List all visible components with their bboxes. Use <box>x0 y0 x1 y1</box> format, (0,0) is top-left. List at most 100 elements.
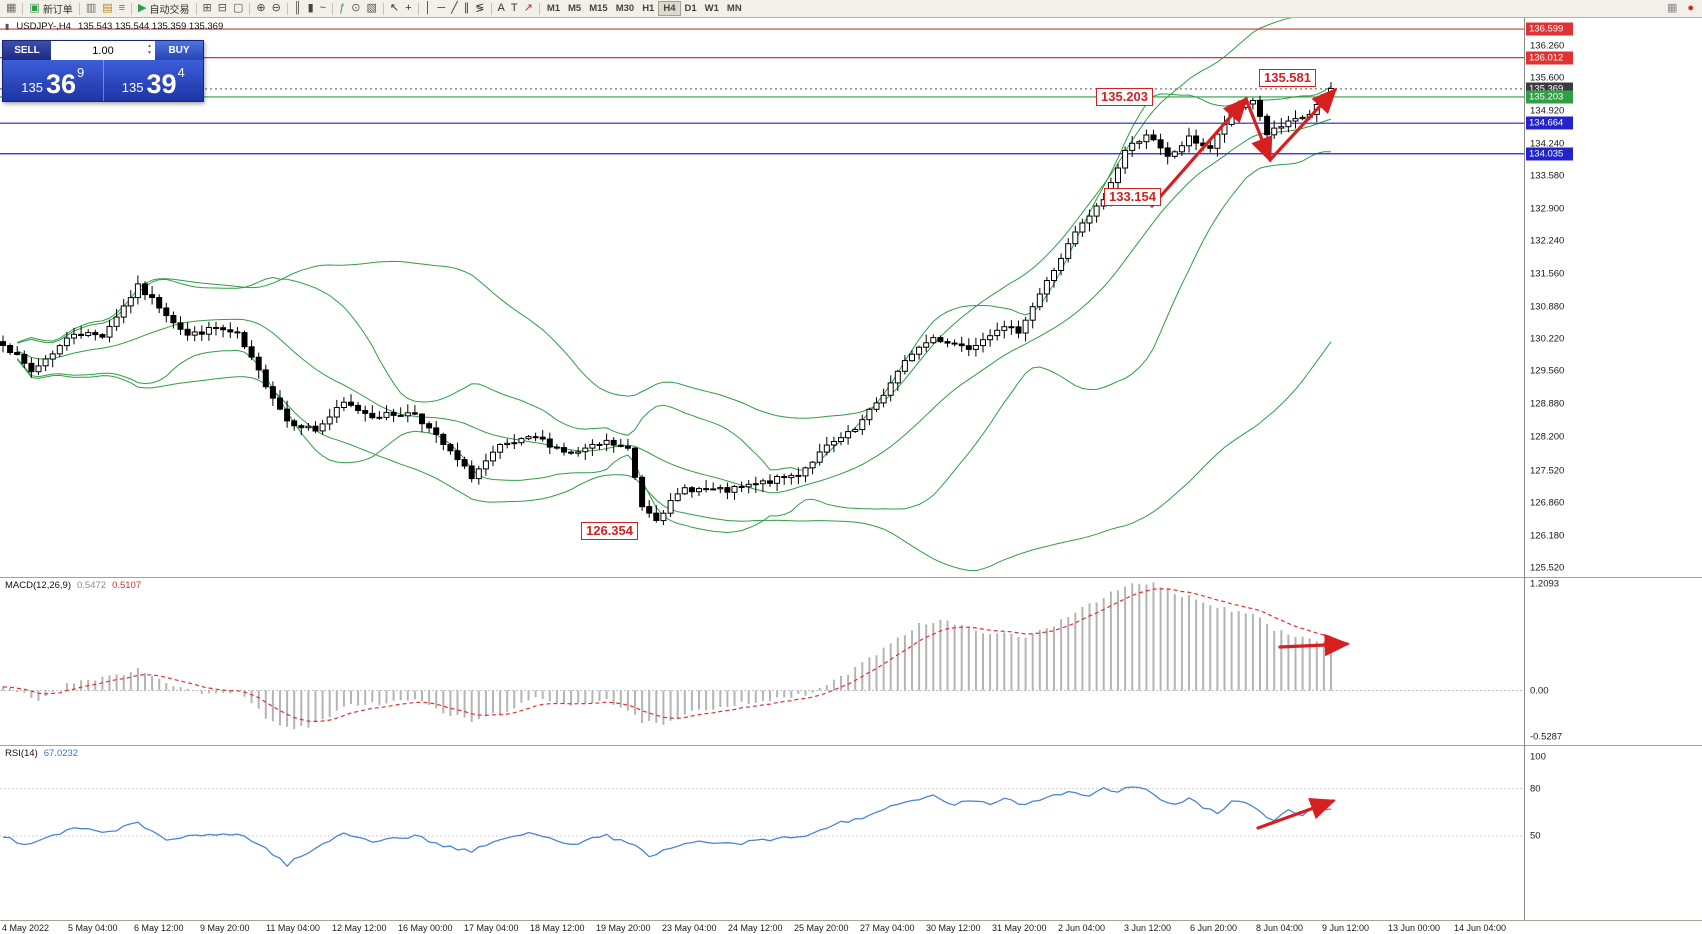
chart-annotation-133.154[interactable]: 133.154 <box>1104 188 1161 206</box>
equidistant-channel-icon: ∥ <box>463 2 470 14</box>
zoom-out-icon: ⊖ <box>271 2 281 14</box>
candlestick-chart-icon[interactable]: ▮ <box>305 1 317 17</box>
toolbar-separator <box>332 2 334 15</box>
macd-signal-value: 0.5107 <box>112 580 142 591</box>
vertical-line-icon[interactable]: │ <box>422 1 435 17</box>
toolbar-separator <box>490 2 492 15</box>
chart-annotation-126.354[interactable]: 126.354 <box>581 522 638 540</box>
objects-list-icon[interactable]: ⊙ <box>348 1 363 17</box>
indicators-icon[interactable]: ƒ <box>336 1 348 17</box>
arrows-tool-icon[interactable]: ↗ <box>521 1 536 17</box>
timeframe-h4-button[interactable]: H4 <box>658 1 681 16</box>
toolbar-separator <box>382 2 384 15</box>
symbol-timeframe-label: USDJPY-,H4 <box>16 21 71 32</box>
trendline-icon: ╱ <box>451 2 458 14</box>
timeframe-h1-button[interactable]: H1 <box>642 3 655 14</box>
line-chart-icon[interactable]: ~ <box>317 1 329 17</box>
record-icon: ● <box>1687 2 1694 14</box>
chart-annotation-135.203[interactable]: 135.203 <box>1096 88 1153 106</box>
volume-up-icon[interactable]: ▲ <box>147 43 152 49</box>
charts-toggle-icon: ▥ <box>85 2 97 14</box>
buy-button[interactable]: BUY <box>155 41 203 60</box>
vertical-line-icon: │ <box>424 2 432 14</box>
macd-name: MACD(12,26,9) <box>5 580 71 591</box>
horizontal-line-icon[interactable]: ─ <box>434 1 448 17</box>
cursor-icon: ↖ <box>389 2 400 14</box>
sell-button[interactable]: SELL <box>3 41 51 60</box>
toolbar-separator <box>78 2 80 15</box>
ask-big-digits: 39 <box>146 69 177 99</box>
charts-toggle-icon[interactable]: ▥ <box>83 1 99 17</box>
one-click-prices: 135 36 9 135 39 4 <box>3 60 203 101</box>
toolbar-separator <box>538 2 540 15</box>
text-label-icon[interactable]: T <box>508 1 521 17</box>
volume-field[interactable]: 1.00 ▲ ▼ <box>51 41 155 60</box>
rsi-indicator-label: RSI(14) 67.0232 <box>5 748 78 759</box>
chart-symbol-icon: ▮ <box>5 22 10 31</box>
fibonacci-icon[interactable]: ≶ <box>472 1 487 17</box>
autotrade-button[interactable]: ▶ 自动交易 <box>135 1 192 17</box>
bid-big-digits: 36 <box>45 69 76 99</box>
objects-list-icon: ⊙ <box>351 2 361 14</box>
bar-chart-icon[interactable]: ║ <box>291 1 305 17</box>
crosshair-icon[interactable]: + <box>402 1 414 17</box>
cursor-icon[interactable]: ↖ <box>387 1 402 17</box>
ask-prefix: 135 <box>121 80 144 95</box>
candlestick-chart-icon: ▮ <box>307 2 314 14</box>
text-icon[interactable]: A <box>495 1 508 17</box>
timeframe-mn-button[interactable]: MN <box>726 3 742 14</box>
terminal-icon[interactable]: ≡ <box>116 1 128 17</box>
chart-window-icon[interactable]: ▦ <box>3 1 19 17</box>
tile-windows-icon[interactable]: ⊟ <box>215 1 230 17</box>
ohlc-values: 135.543 135.544 135.359 135.369 <box>77 21 224 32</box>
timeframe-d1-button[interactable]: D1 <box>684 3 697 14</box>
cascade-windows-icon[interactable]: ▢ <box>230 1 246 17</box>
equidistant-channel-icon[interactable]: ∥ <box>461 1 473 17</box>
text-label-icon: T <box>510 2 518 14</box>
toolbar-separator <box>286 2 288 15</box>
zoom-out-icon[interactable]: ⊖ <box>269 1 284 17</box>
autotrade-button-label: 自动交易 <box>149 5 190 16</box>
record-icon[interactable]: ● <box>1684 1 1697 17</box>
timeframe-m1-button[interactable]: M1 <box>546 3 561 14</box>
text-icon: A <box>497 2 505 14</box>
bid-prefix: 135 <box>21 80 43 95</box>
templates-icon[interactable]: ▧ <box>363 1 379 17</box>
line-chart-icon: ~ <box>319 2 327 14</box>
volume-steppers[interactable]: ▲ ▼ <box>147 43 152 56</box>
toolbar-separator <box>417 2 419 15</box>
one-click-trading-panel: SELL 1.00 ▲ ▼ BUY 135 36 9 135 39 4 <box>2 40 204 102</box>
autotrade-icon: ▶ <box>138 2 147 14</box>
new-order-icon: ▣ <box>29 2 40 14</box>
timeframe-m5-button[interactable]: M5 <box>568 3 582 14</box>
rsi-value: 67.0232 <box>43 748 79 759</box>
macd-indicator-label: MACD(12,26,9) 0.5472 0.5107 <box>5 580 141 591</box>
templates-icon: ▧ <box>366 2 377 14</box>
price-divider <box>102 60 104 101</box>
timeframe-w1-button[interactable]: W1 <box>704 3 719 14</box>
one-click-top-row: SELL 1.00 ▲ ▼ BUY <box>3 41 203 60</box>
profiles-icon[interactable]: ▤ <box>99 1 115 17</box>
crosshair-icon: + <box>405 2 412 14</box>
terminal-icon: ≡ <box>118 2 126 14</box>
toolbar-right-group: ▦ ● <box>1664 1 1699 17</box>
volume-down-icon[interactable]: ▼ <box>147 50 152 56</box>
new-order-button[interactable]: ▣ 新订单 <box>26 1 75 17</box>
ask-price: 135 39 4 <box>104 60 204 101</box>
toolbar-separator <box>131 2 133 15</box>
zoom-in-icon[interactable]: ⊕ <box>253 1 268 17</box>
chart-layout-icon[interactable]: ▦ <box>1664 1 1680 17</box>
zoom-in-icon: ⊕ <box>256 2 266 14</box>
macd-main-value: 0.5472 <box>77 580 107 591</box>
rsi-name: RSI(14) <box>5 748 38 759</box>
bid-pip-digit: 9 <box>77 65 85 80</box>
chart-annotation-135.581[interactable]: 135.581 <box>1259 69 1316 87</box>
new-chart-icon[interactable]: ⊞ <box>200 1 215 17</box>
timeframe-m15-button[interactable]: M15 <box>589 3 608 14</box>
trendline-icon[interactable]: ╱ <box>448 1 461 17</box>
tile-windows-icon: ⊟ <box>217 2 227 14</box>
timeframe-m30-button[interactable]: M30 <box>615 3 635 14</box>
